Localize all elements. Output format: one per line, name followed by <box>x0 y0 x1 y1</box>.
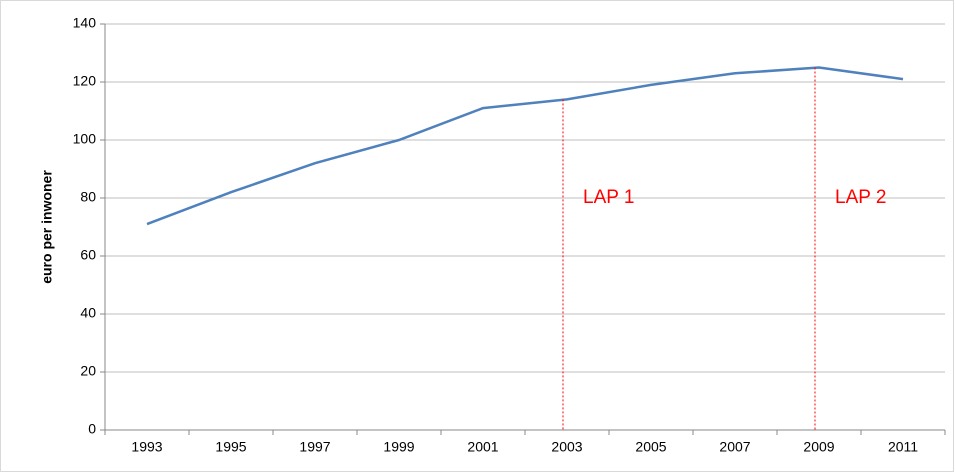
x-tick-label: 1997 <box>299 439 330 455</box>
x-tick-label: 1993 <box>131 439 162 455</box>
y-tick-label: 40 <box>80 305 96 321</box>
x-tick-label: 2001 <box>467 439 498 455</box>
y-tick-label: 0 <box>88 421 96 437</box>
line-series <box>146 66 904 226</box>
y-tick-label: 140 <box>73 15 97 31</box>
y-axis-label: euro per inwoner <box>39 170 55 284</box>
annotation: LAP 2 <box>835 187 886 208</box>
x-tick-label: 2011 <box>888 439 918 455</box>
annotation: LAP 1 <box>583 187 634 208</box>
y-tick-label: 60 <box>80 247 96 263</box>
y-tick-label: 20 <box>80 363 96 379</box>
y-tick-label: 80 <box>80 189 96 205</box>
x-tick-label: 2005 <box>635 439 666 455</box>
y-tick-label: 120 <box>73 73 97 89</box>
x-tick-label: 1999 <box>383 439 414 455</box>
x-tick-label: 2007 <box>719 439 750 455</box>
x-tick-label: 2009 <box>803 439 834 455</box>
x-tick-label: 1995 <box>215 439 246 455</box>
x-tick-label: 2003 <box>551 439 582 455</box>
y-tick-label: 100 <box>73 131 97 147</box>
